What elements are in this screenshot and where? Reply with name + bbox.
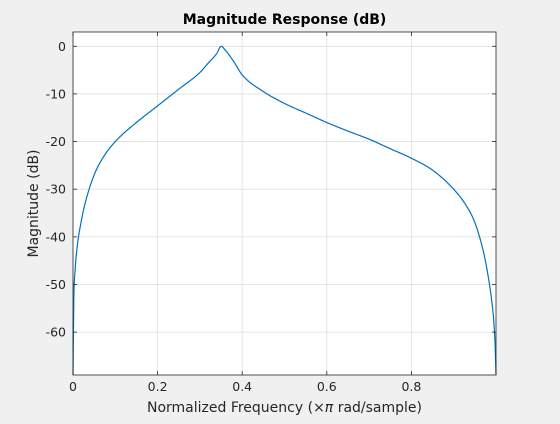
x-tick-label: 0.2 <box>148 379 168 394</box>
y-tick-label: -30 <box>46 182 66 197</box>
x-axis-label-symbol: ×π <box>313 400 334 416</box>
ticks: 0 0.2 0.4 0.6 0.8 0 -10 -20 -30 -40 -50 -60 <box>46 32 496 394</box>
x-tick-label: 0.8 <box>401 379 421 394</box>
series-layer <box>72 45 497 376</box>
axes-background <box>73 32 496 375</box>
y-axis-label: Magnitude (dB) <box>26 149 42 257</box>
x-tick-label: 0 <box>69 379 77 394</box>
y-tick-label: -20 <box>46 134 66 149</box>
chart-title: Magnitude Response (dB) <box>183 12 387 28</box>
grid <box>72 32 496 375</box>
axes-box <box>72 31 497 376</box>
y-tick-label: -10 <box>46 86 66 101</box>
y-tick-label: 0 <box>58 39 66 54</box>
y-tick-label: -60 <box>46 325 66 340</box>
y-tick-label: -40 <box>46 229 66 244</box>
x-axis-label-prefix: Normalized Frequency ( <box>147 400 313 416</box>
x-tick-label: 0.6 <box>317 379 337 394</box>
x-axis-label: Normalized Frequency (×π rad/sample) <box>147 400 422 416</box>
x-tick-label: 0.4 <box>232 379 252 394</box>
y-tick-label: -50 <box>46 277 66 292</box>
x-axis-label-suffix: rad/sample) <box>333 400 422 416</box>
magnitude-response-line <box>72 45 497 376</box>
